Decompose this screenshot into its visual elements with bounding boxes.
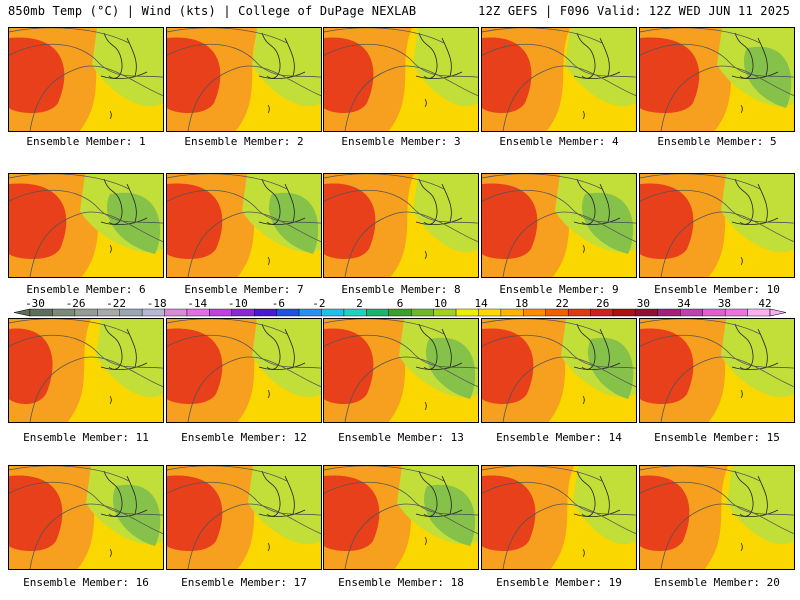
ensemble-map-panel: ) (166, 27, 322, 132)
ensemble-map-panel: ) (8, 27, 164, 132)
ensemble-map-panel: ) (323, 465, 479, 570)
colorbar-tick-label: 6 (396, 297, 404, 310)
ensemble-map-panel: ) (166, 318, 322, 423)
colorbar-tick-label: -2 (312, 297, 326, 310)
ensemble-member-label: Ensemble Member: 16 (23, 576, 149, 589)
colorbar-tick-label: -14 (187, 297, 208, 310)
ensemble-map-panel: ) (639, 27, 795, 132)
svg-text:): ) (109, 245, 113, 255)
ensemble-map-panel: ) (8, 173, 164, 278)
svg-text:): ) (424, 99, 428, 109)
ensemble-map-panel: ) (323, 318, 479, 423)
ensemble-map-panel: ) (481, 465, 637, 570)
colorbar-tick-label: 2 (356, 297, 363, 310)
ensemble-member-label: Ensemble Member: 3 (341, 135, 461, 148)
colorbar-tick-label: -30 (25, 297, 45, 310)
colorbar-tick-label: -10 (227, 297, 248, 310)
svg-text:): ) (267, 543, 271, 553)
ensemble-member-label: Ensemble Member: 19 (496, 576, 622, 589)
colorbar-tick-label: 18 (515, 297, 529, 310)
ensemble-map-panel: ) (481, 27, 637, 132)
svg-text:): ) (109, 111, 113, 121)
colorbar-tick-label: -22 (106, 297, 127, 310)
colorbar-tick-label: 42 (758, 297, 772, 310)
svg-text:): ) (109, 396, 113, 406)
ensemble-member-label: Ensemble Member: 17 (181, 576, 307, 589)
ensemble-map-panel: ) (639, 173, 795, 278)
ensemble-map-panel: ) (481, 173, 637, 278)
ensemble-member-label: Ensemble Member: 11 (23, 431, 149, 444)
svg-text:): ) (582, 245, 586, 255)
svg-text:): ) (267, 390, 271, 400)
ensemble-map-panel: ) (8, 318, 164, 423)
svg-text:): ) (424, 537, 428, 547)
ensemble-member-label: Ensemble Member: 2 (184, 135, 304, 148)
ensemble-member-label: Ensemble Member: 5 (657, 135, 777, 148)
ensemble-member-label: Ensemble Member: 1 (26, 135, 146, 148)
svg-text:): ) (267, 105, 271, 115)
ensemble-member-label: Ensemble Member: 15 (654, 431, 780, 444)
colorbar-tick-label: -6 (271, 297, 285, 310)
colorbar-tick-label: 14 (474, 297, 488, 310)
colorbar-tick-label: -18 (146, 297, 167, 310)
svg-text:): ) (740, 105, 744, 115)
svg-text:): ) (740, 543, 744, 553)
svg-text:): ) (109, 549, 113, 559)
ensemble-map-panel: ) (166, 173, 322, 278)
ensemble-member-label: Ensemble Member: 18 (338, 576, 464, 589)
svg-text:): ) (740, 257, 744, 267)
svg-text:): ) (582, 396, 586, 406)
ensemble-member-label: Ensemble Member: 7 (184, 283, 304, 296)
colorbar-tick-label: 22 (555, 297, 569, 310)
ensemble-member-label: Ensemble Member: 8 (341, 283, 461, 296)
temperature-colorbar (13, 308, 787, 317)
ensemble-map-panel: ) (639, 465, 795, 570)
ensemble-member-label: Ensemble Member: 4 (499, 135, 619, 148)
svg-text:): ) (424, 251, 428, 261)
colorbar-tick-label: 38 (717, 297, 732, 310)
colorbar-tick-label: -26 (65, 297, 86, 310)
ensemble-map-panel: ) (323, 27, 479, 132)
colorbar-tick-label: 34 (677, 297, 691, 310)
ensemble-member-label: Ensemble Member: 6 (26, 283, 146, 296)
ensemble-map-panel: ) (8, 465, 164, 570)
svg-text:): ) (424, 402, 428, 412)
ensemble-map-panel: ) (323, 173, 479, 278)
ensemble-map-panel: ) (166, 465, 322, 570)
colorbar-tick-label: 30 (636, 297, 650, 310)
header-run-info: 12Z GEFS | F096 Valid: 12Z WED JUN 11 20… (478, 4, 790, 18)
colorbar-tick-label: 26 (596, 297, 610, 310)
ensemble-member-label: Ensemble Member: 12 (181, 431, 307, 444)
svg-text:): ) (582, 111, 586, 121)
ensemble-member-label: Ensemble Member: 13 (338, 431, 464, 444)
ensemble-map-panel: ) (481, 318, 637, 423)
svg-text:): ) (267, 257, 271, 267)
ensemble-map-panel: ) (639, 318, 795, 423)
ensemble-member-label: Ensemble Member: 14 (496, 431, 622, 444)
ensemble-member-label: Ensemble Member: 10 (654, 283, 780, 296)
ensemble-member-label: Ensemble Member: 9 (499, 283, 619, 296)
colorbar-tick-label: 10 (433, 297, 448, 310)
svg-text:): ) (582, 549, 586, 559)
svg-text:): ) (740, 390, 744, 400)
header-title: 850mb Temp (°C) | Wind (kts) | College o… (8, 4, 417, 18)
ensemble-member-label: Ensemble Member: 20 (654, 576, 780, 589)
